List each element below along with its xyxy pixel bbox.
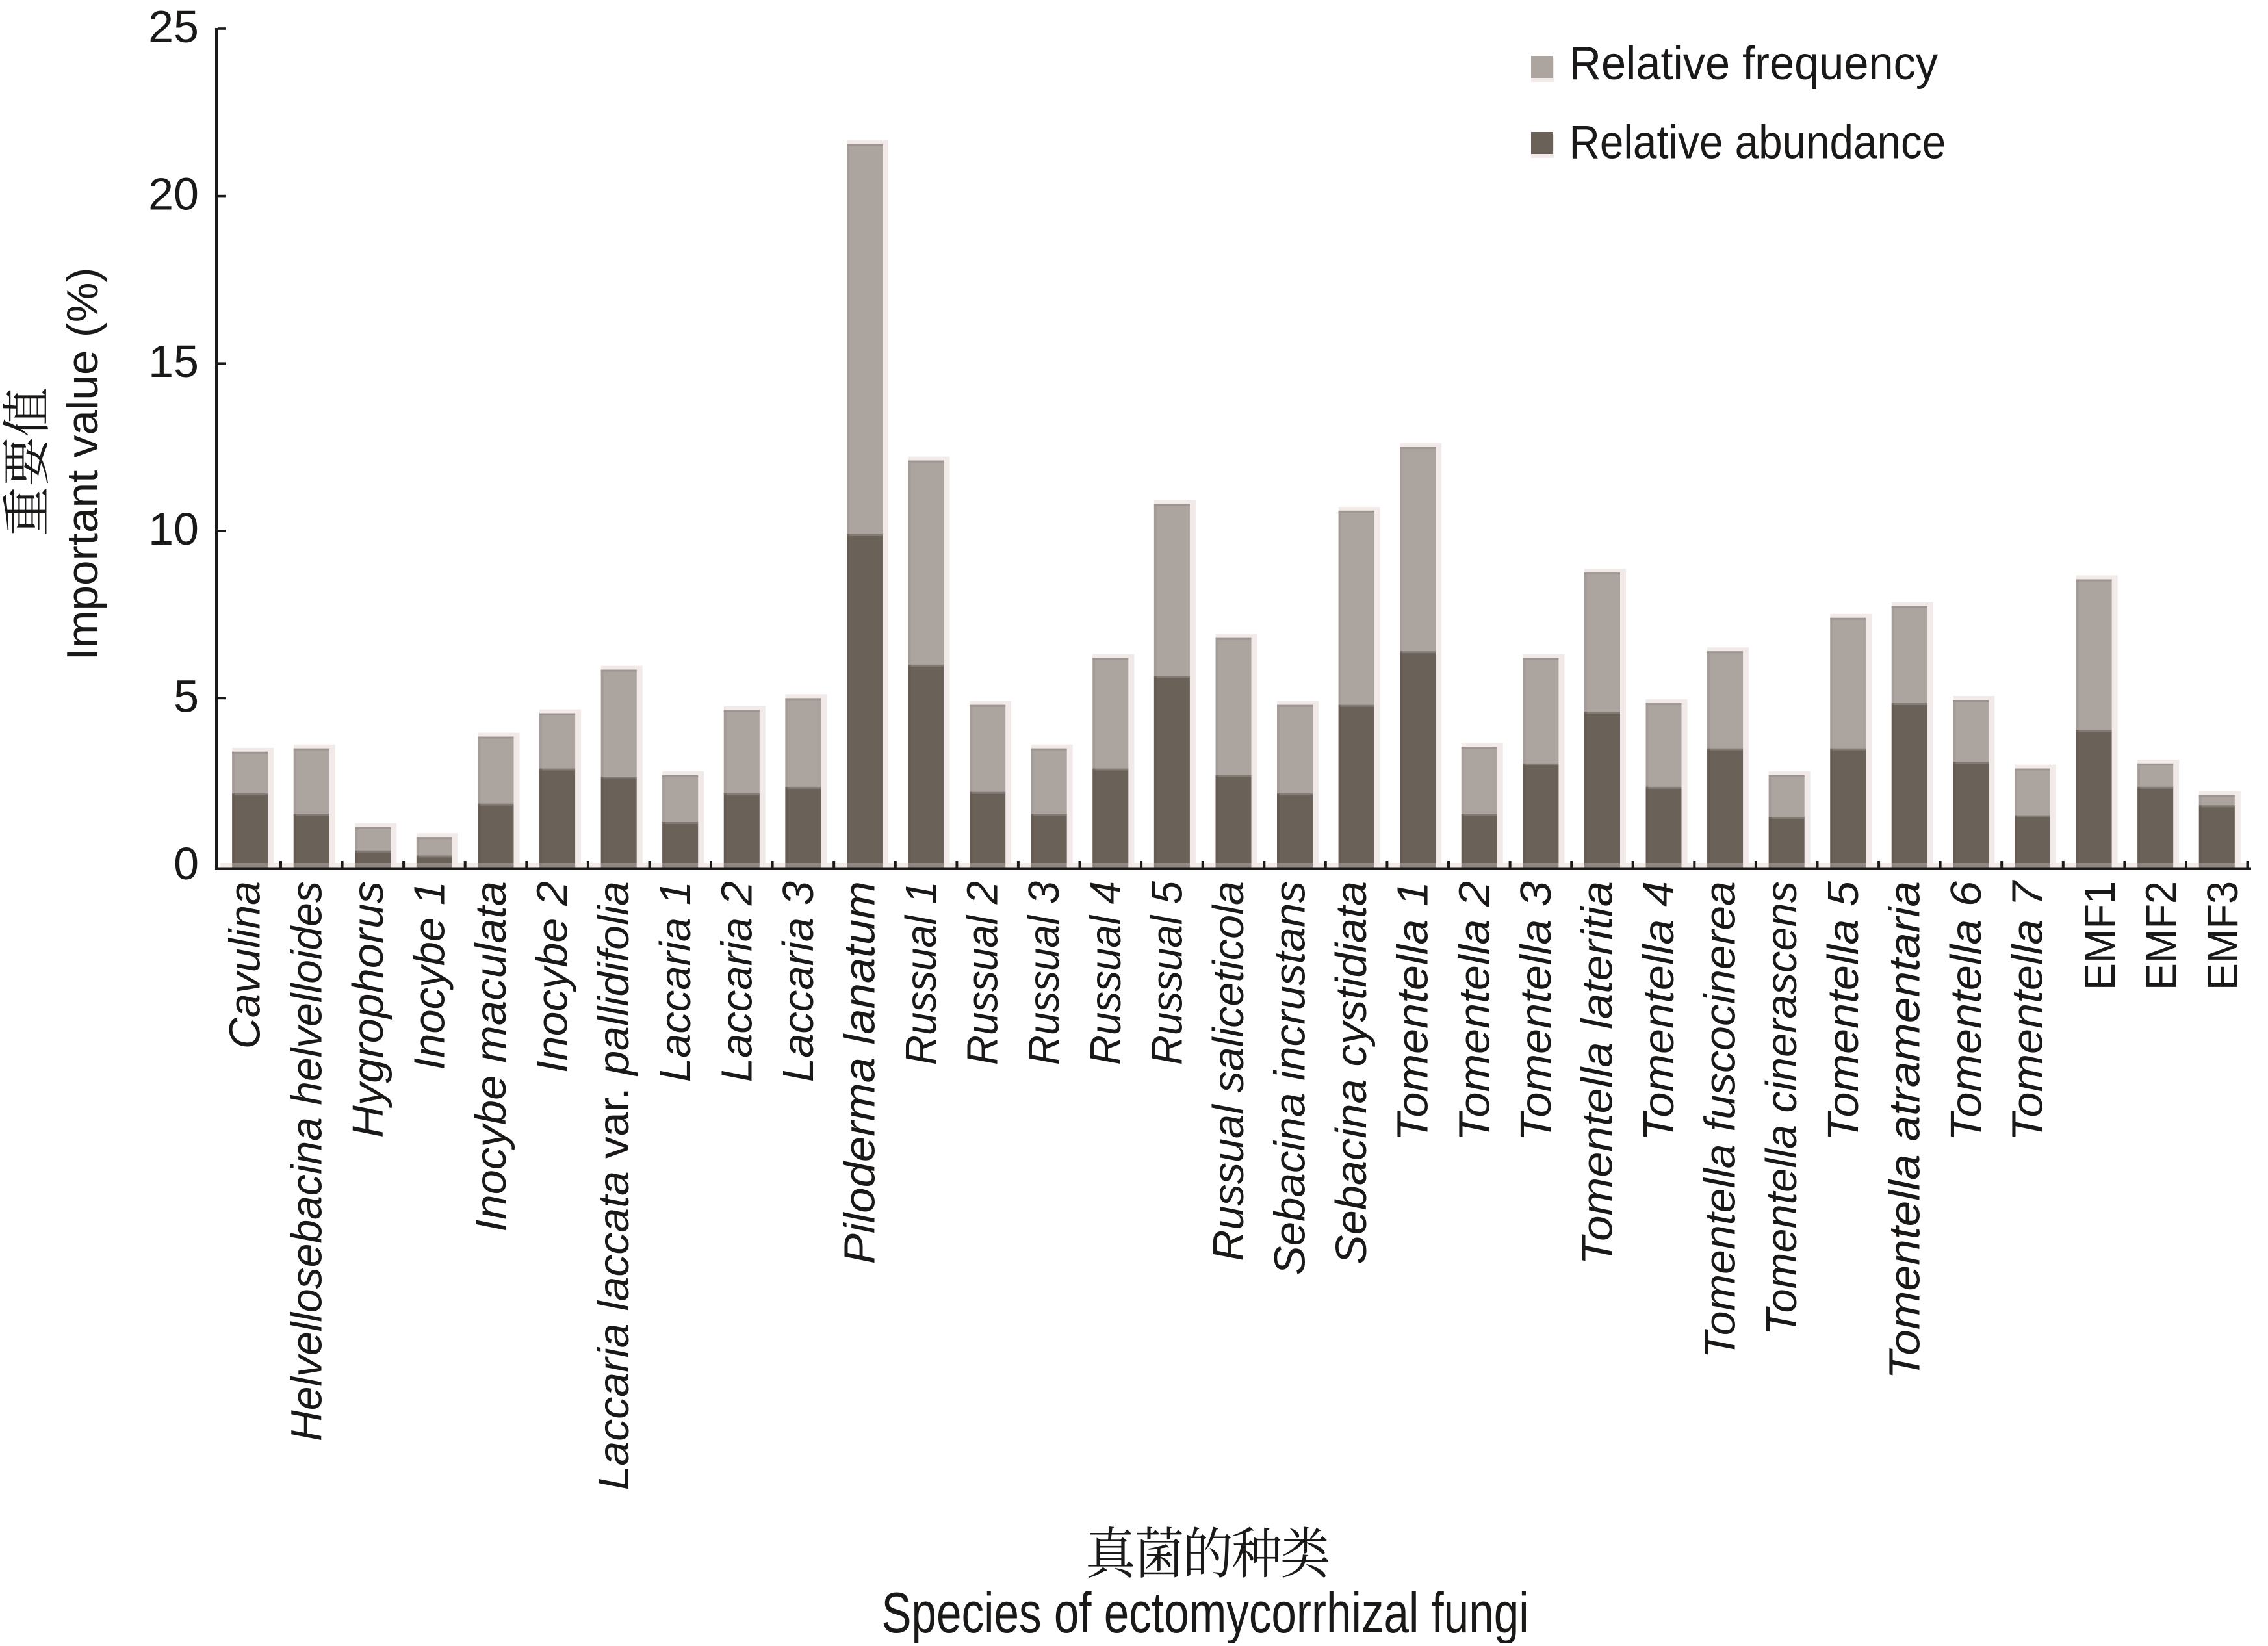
svg-text:Russual saliceticola: Russual saliceticola: [1205, 881, 1253, 1261]
svg-text:Russual 1: Russual 1: [897, 881, 946, 1065]
svg-text:5: 5: [174, 671, 199, 721]
svg-text:Tomentella 4: Tomentella 4: [1634, 881, 1683, 1141]
svg-text:25: 25: [148, 1, 199, 52]
svg-text:15: 15: [148, 336, 199, 387]
svg-text:Laccaria 3: Laccaria 3: [774, 881, 823, 1082]
svg-text:Tomentella 5: Tomentella 5: [1818, 881, 1867, 1141]
svg-text:EMF1: EMF1: [2075, 881, 2124, 990]
svg-text:Relative abundance: Relative abundance: [1569, 116, 1946, 168]
svg-text:Tomentella lateritia: Tomentella lateritia: [1573, 881, 1621, 1265]
svg-text:Tomentella 1: Tomentella 1: [1388, 881, 1437, 1141]
svg-text:0: 0: [174, 838, 199, 889]
svg-text:Laccaria 2: Laccaria 2: [712, 881, 761, 1082]
svg-text:Tomentella fuscocinerea: Tomentella fuscocinerea: [1696, 881, 1744, 1359]
svg-text:Tomentella 6: Tomentella 6: [1941, 881, 1990, 1141]
svg-text:Inocybe 2: Inocybe 2: [528, 881, 576, 1073]
svg-text:20: 20: [148, 169, 199, 220]
svg-text:Piloderma lanatum: Piloderma lanatum: [835, 881, 884, 1264]
svg-text:Inocybe maculata: Inocybe maculata: [467, 881, 515, 1232]
svg-text:Cavulina: Cavulina: [221, 881, 269, 1049]
svg-text:Relative frequency: Relative frequency: [1569, 36, 1939, 89]
svg-text:Russual 4: Russual 4: [1081, 881, 1129, 1065]
svg-text:Russual 3: Russual 3: [1020, 881, 1068, 1065]
svg-text:EMF3: EMF3: [2198, 881, 2247, 990]
svg-text:Laccaria laccata var. pallidif: Laccaria laccata var. pallidifolia: [590, 881, 638, 1490]
svg-text:Hygrophorus: Hygrophorus: [344, 881, 393, 1138]
svg-text:Sebacina incrustans: Sebacina incrustans: [1266, 881, 1315, 1275]
svg-text:Tomentella cinerascens: Tomentella cinerascens: [1757, 881, 1806, 1335]
svg-text:Helvellosebacina helvelloides: Helvellosebacina helvelloides: [283, 881, 331, 1441]
svg-text:Tomentella atramentaria: Tomentella atramentaria: [1879, 881, 1929, 1380]
svg-text:Tomentella 7: Tomentella 7: [2003, 879, 2052, 1141]
svg-text:Important value (%): Important value (%): [58, 267, 107, 660]
svg-text:Tomentella 2: Tomentella 2: [1450, 881, 1499, 1141]
svg-text:Laccaria 1: Laccaria 1: [651, 881, 700, 1082]
svg-text:Sebacina cystidiata: Sebacina cystidiata: [1328, 881, 1376, 1265]
svg-text:Russual 5: Russual 5: [1142, 881, 1191, 1065]
svg-text:Species of ectomycorrhizal fun: Species of ectomycorrhizal fungi: [881, 1580, 1528, 1643]
svg-text:Tomentella 3: Tomentella 3: [1511, 881, 1560, 1141]
svg-text:EMF2: EMF2: [2137, 881, 2185, 990]
svg-text:Inocybe 1: Inocybe 1: [405, 881, 454, 1070]
svg-text:10: 10: [148, 504, 199, 554]
svg-text:Russual 2: Russual 2: [958, 881, 1007, 1065]
